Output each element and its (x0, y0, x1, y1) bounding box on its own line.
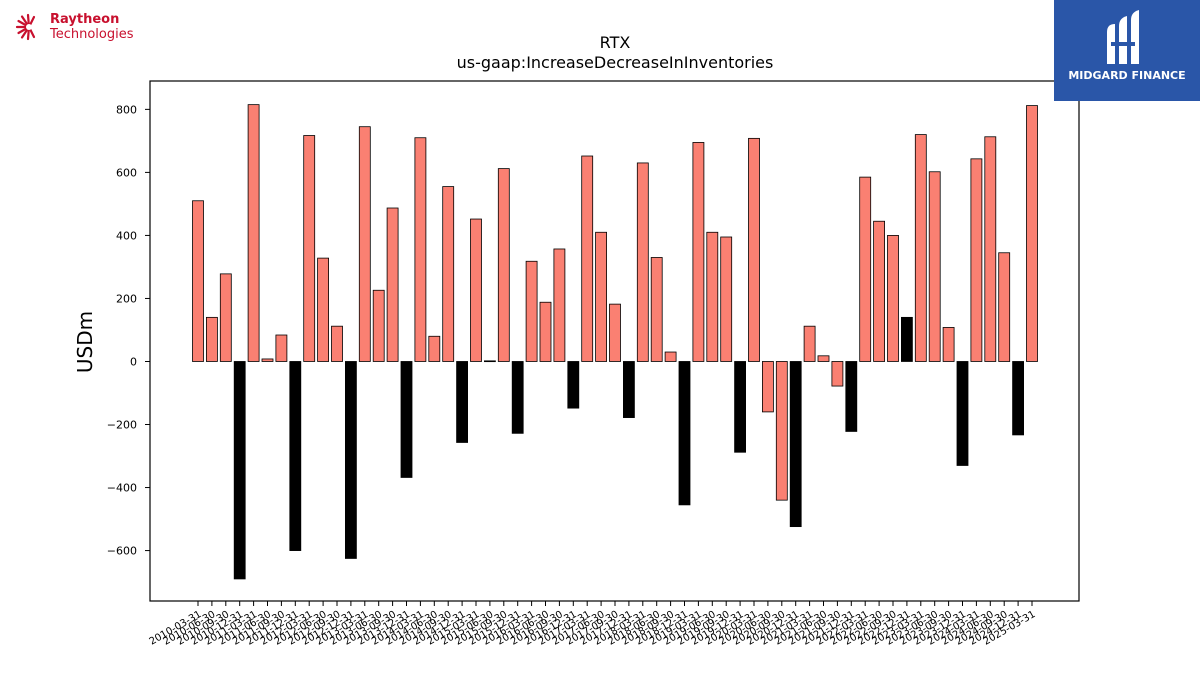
bar-2021-03-31 (803, 325, 816, 362)
bar-2021-12-31 (845, 361, 858, 432)
bar-2018-03-31 (636, 162, 649, 362)
bar-2012-12-31 (344, 361, 357, 559)
bar-2017-12-31 (623, 361, 635, 418)
y-tick-label: −600 (107, 545, 137, 558)
y-tick-label: 0 (130, 355, 137, 368)
bar-2016-12-31 (567, 361, 580, 409)
bar-2019-03-31 (692, 142, 705, 362)
bar-2024-06-30 (984, 136, 997, 362)
raytheon-logo: Raytheon Technologies (14, 12, 154, 46)
logo-subname: Technologies (50, 27, 134, 42)
y-tick-label: −400 (107, 482, 137, 495)
bar-2019-12-31 (734, 361, 746, 453)
bar-2010-09-30 (219, 273, 232, 362)
bar-2017-03-31 (581, 155, 594, 362)
bar-2021-06-30 (817, 355, 830, 362)
bar-2022-12-31 (901, 316, 913, 362)
midgard-finance-logo: MIDGARD FINANCE (1054, 0, 1200, 101)
bar-2023-06-30 (928, 171, 941, 362)
bar-2018-06-30 (650, 257, 663, 362)
bar-2014-06-30 (428, 335, 441, 362)
bar-2014-12-31 (456, 361, 469, 443)
bar-2023-03-31 (914, 134, 927, 362)
y-tick-label: 800 (116, 103, 137, 116)
bar-2023-09-30 (942, 327, 955, 362)
bar-2017-09-30 (609, 303, 621, 362)
bar-2012-03-31 (303, 135, 316, 362)
bar-2013-12-31 (400, 361, 413, 478)
midgard-emblem-icon (1107, 10, 1139, 64)
bar-2011-12-31 (289, 361, 302, 551)
bar-2019-09-30 (720, 236, 733, 362)
bar-2021-09-30 (831, 361, 844, 387)
bar-2018-12-31 (678, 361, 691, 506)
bar-2013-03-31 (358, 126, 371, 362)
chart-subtitle: us-gaap:IncreaseDecreaseInInventories (457, 53, 774, 72)
bar-2012-09-30 (331, 325, 343, 362)
bar-2025-03-31 (1026, 105, 1038, 362)
bar-2020-03-31 (748, 137, 760, 362)
bar-2010-03-31 (192, 200, 204, 362)
bar-2011-03-31 (247, 104, 260, 362)
bar-2014-03-31 (414, 137, 427, 362)
bar-2013-06-30 (372, 289, 385, 362)
bar-2020-06-30 (762, 361, 774, 413)
bar-2015-06-30 (483, 360, 496, 363)
bar-2016-06-30 (539, 301, 552, 362)
sunburst-icon (15, 13, 36, 41)
bar-2022-09-30 (887, 235, 899, 362)
bar-2016-09-30 (553, 248, 566, 362)
bar-2010-06-30 (205, 316, 218, 362)
y-tick-label: 400 (116, 229, 137, 242)
midgard-name: MIDGARD FINANCE (1068, 69, 1186, 82)
bar-2024-12-31 (1012, 361, 1024, 436)
bar-2020-09-30 (775, 361, 788, 501)
bar-2016-03-31 (525, 260, 538, 362)
y-tick-label: 600 (116, 166, 137, 179)
logo-name: Raytheon (50, 12, 120, 27)
bar-2015-09-30 (497, 168, 510, 362)
bar-2022-03-31 (859, 176, 872, 362)
y-tick-label: 200 (116, 292, 137, 305)
bar-2010-12-31 (233, 361, 246, 580)
bar-2015-12-31 (511, 361, 524, 434)
bar-2020-12-31 (789, 361, 802, 528)
bar-2024-09-30 (998, 252, 1011, 362)
bar-2012-06-30 (317, 257, 330, 362)
x-axis: 2010-03-312010-06-302010-09-302010-12-31… (148, 601, 1038, 648)
y-axis: 800 600 400 200 0 −200 −400 −600 (107, 103, 150, 558)
bars-group (192, 104, 1038, 580)
y-tick-label: −200 (107, 419, 137, 432)
bar-2022-06-30 (873, 220, 885, 362)
bar-2011-06-30 (261, 358, 274, 362)
plot-frame (149, 80, 1080, 602)
bar-2018-09-30 (664, 351, 677, 362)
bar-2019-06-30 (706, 231, 719, 362)
chart-title: RTX (600, 33, 631, 52)
bar-2013-09-30 (386, 207, 399, 362)
bar-2014-09-30 (442, 186, 455, 362)
bar-2015-03-31 (470, 218, 482, 362)
bar-2011-09-30 (275, 334, 288, 362)
bar-2024-03-31 (970, 158, 983, 362)
y-axis-label: USDm (73, 311, 97, 373)
bar-2017-06-30 (595, 231, 607, 362)
bar-2023-12-31 (956, 361, 969, 466)
